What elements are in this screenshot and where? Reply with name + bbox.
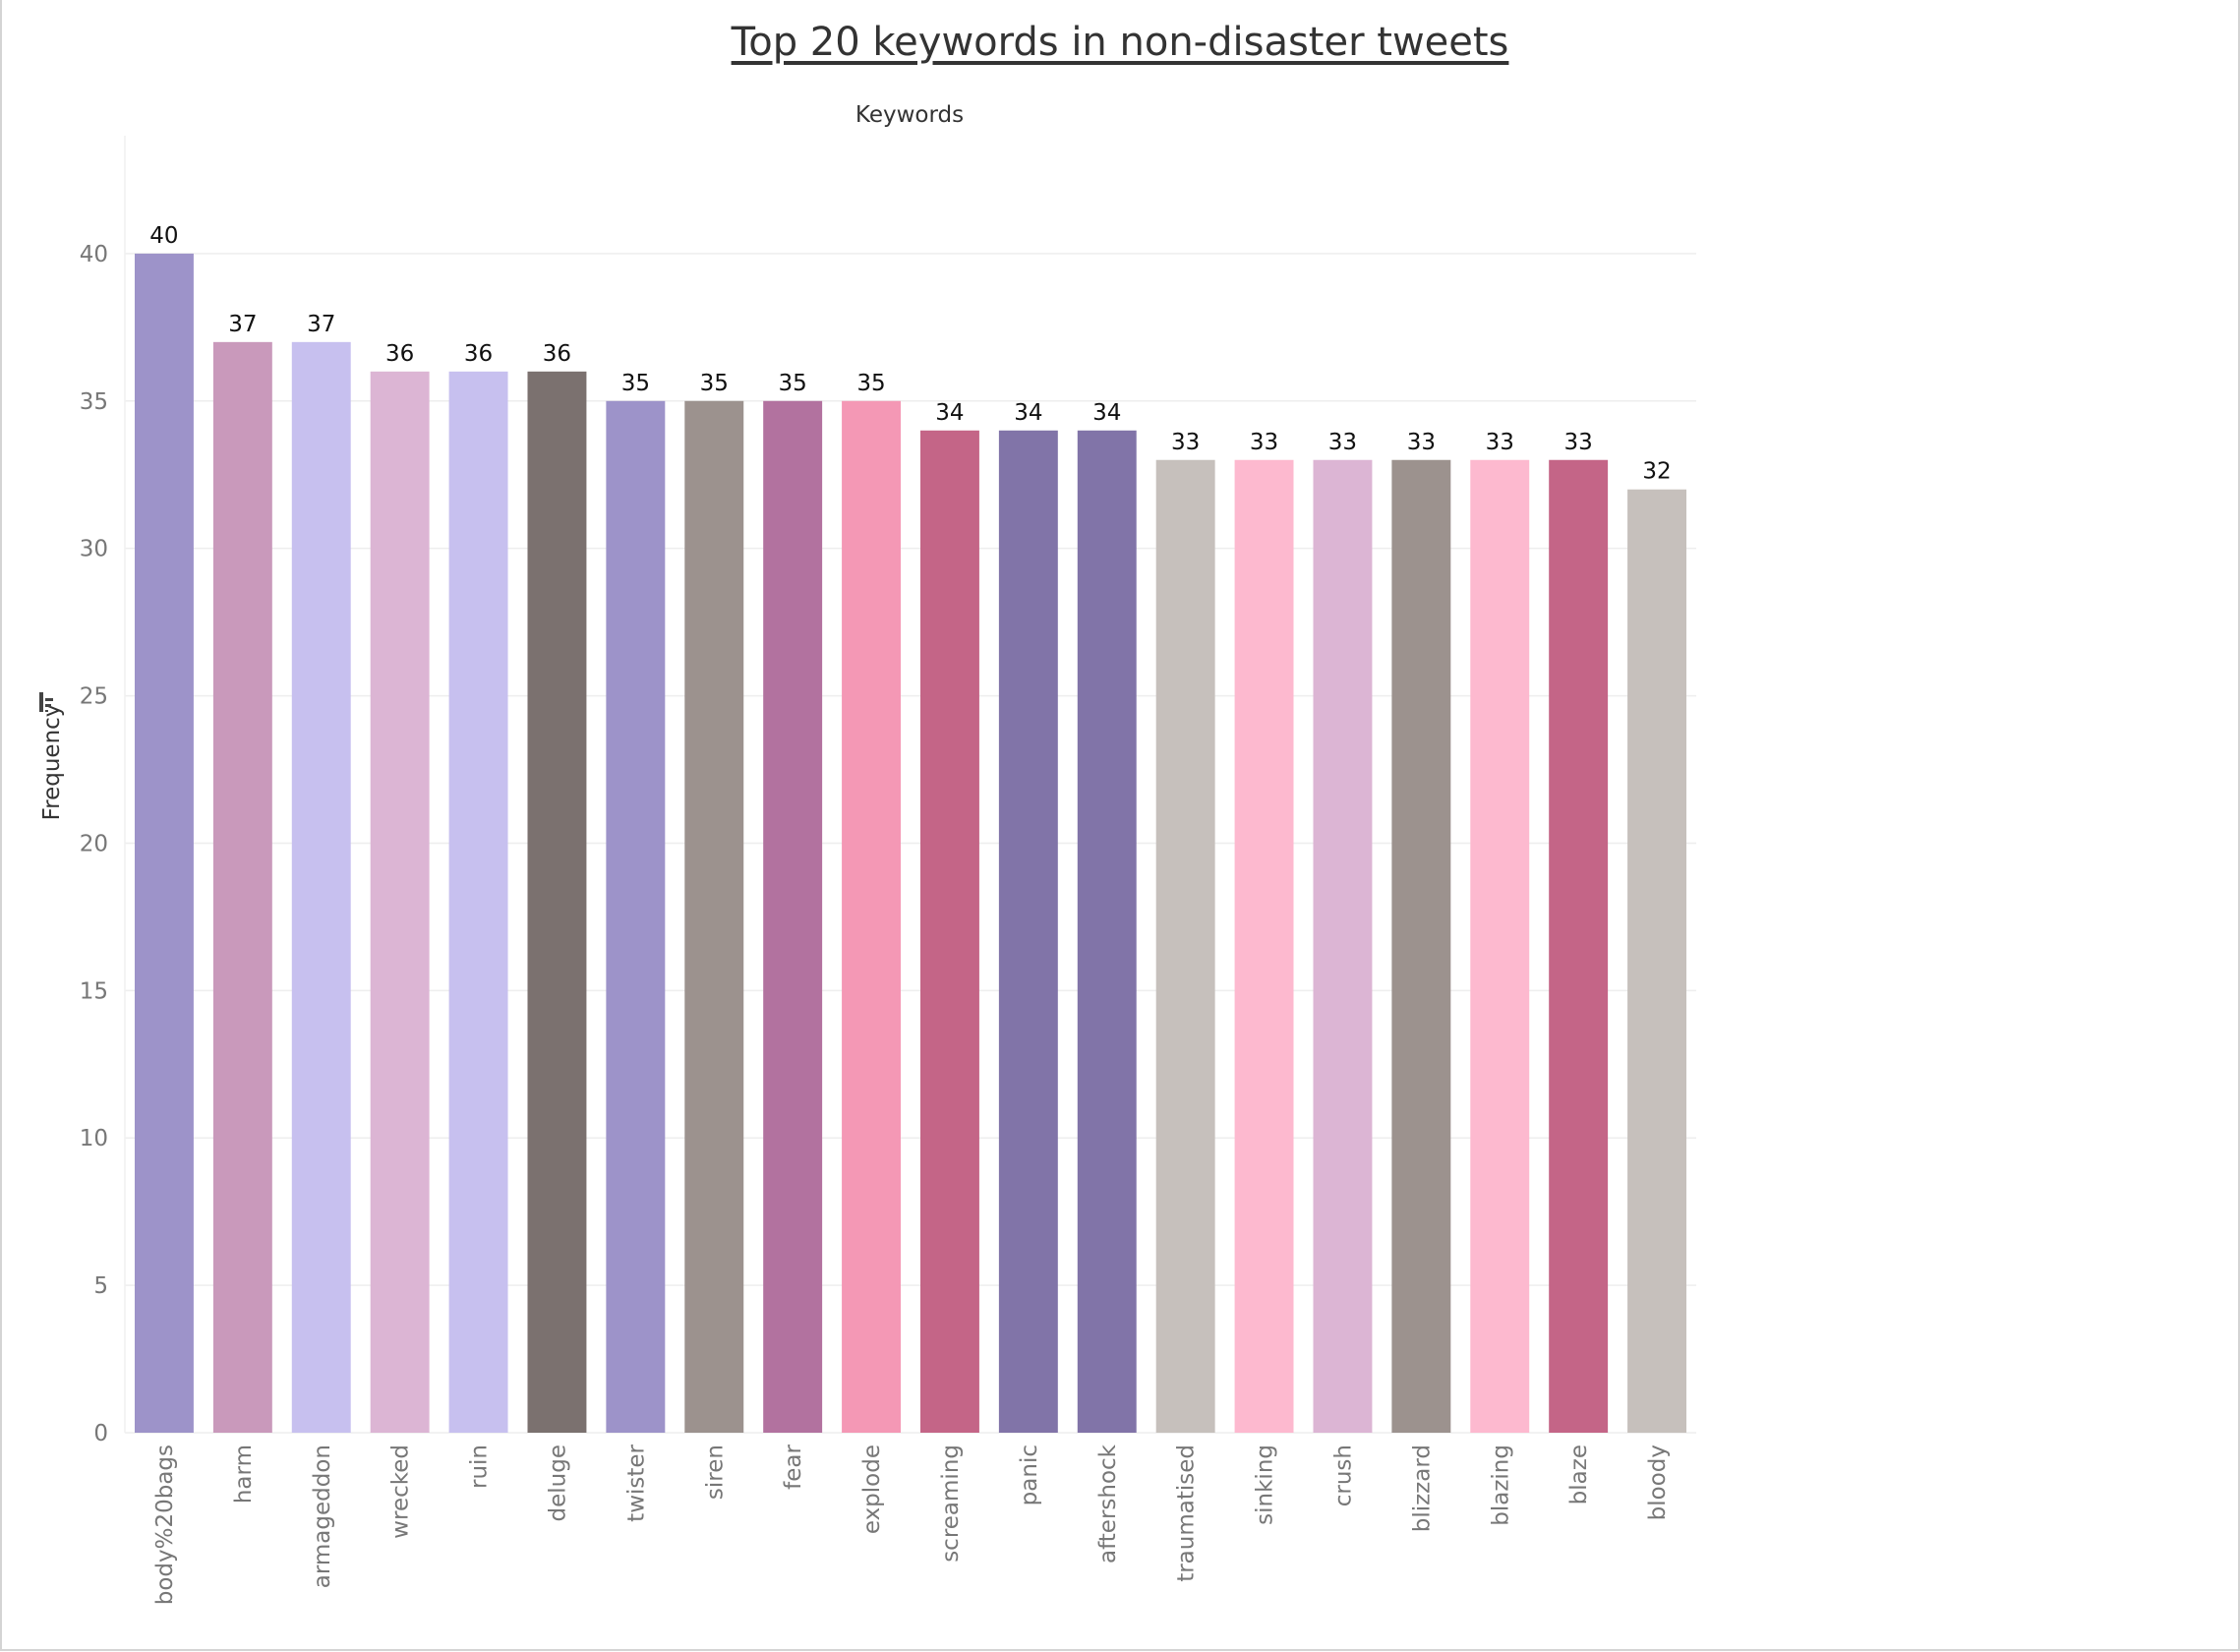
bar[interactable]: [763, 400, 823, 1434]
y-tick-label: 5: [93, 1273, 108, 1299]
x-tick-label: wrecked: [388, 1445, 414, 1539]
data-label: 37: [228, 312, 257, 337]
bar[interactable]: [1470, 459, 1530, 1433]
x-tick-label: explode: [859, 1445, 885, 1534]
bars: [134, 253, 1687, 1434]
data-label: 34: [1092, 400, 1121, 426]
x-tick-label: sinking: [1253, 1445, 1278, 1525]
data-label: 35: [621, 371, 650, 396]
x-tick-label: blizzard: [1409, 1445, 1435, 1532]
y-axis-title: Frequency: [39, 704, 65, 821]
bar[interactable]: [527, 371, 587, 1434]
data-label: 36: [385, 341, 414, 367]
x-tick-label: screaming: [938, 1445, 964, 1563]
x-tick-label: blaze: [1566, 1445, 1592, 1504]
data-label: 33: [1564, 430, 1593, 455]
bar[interactable]: [684, 400, 744, 1434]
y-tick-label: 20: [80, 831, 108, 856]
y-tick-label: 35: [80, 389, 108, 415]
x-tick-label: crush: [1330, 1445, 1356, 1506]
sort-descending-icon[interactable]: [39, 692, 53, 712]
data-label: 33: [1250, 430, 1278, 455]
y-tick-label: 15: [80, 978, 108, 1004]
x-tick-label: twister: [623, 1444, 649, 1521]
data-label: 36: [543, 341, 571, 367]
y-tick-label: 0: [93, 1421, 108, 1446]
x-tick-label: aftershock: [1095, 1444, 1121, 1564]
data-label: 36: [464, 341, 493, 367]
data-label: 33: [1171, 430, 1200, 455]
bar[interactable]: [1234, 459, 1294, 1433]
bar[interactable]: [1627, 489, 1687, 1433]
bar[interactable]: [370, 371, 430, 1434]
data-label: 32: [1642, 459, 1671, 485]
chart-title-text: Top 20 keywords in non-disaster tweets: [731, 20, 1509, 65]
y-tick-label: 40: [80, 242, 108, 267]
data-label: 35: [700, 371, 729, 396]
x-tick-label: ruin: [467, 1445, 493, 1489]
data-label: 37: [307, 312, 335, 337]
bar[interactable]: [842, 400, 902, 1434]
bar[interactable]: [291, 341, 351, 1433]
data-label: 34: [1014, 400, 1042, 426]
data-label: 33: [1486, 430, 1514, 455]
gridlines: [124, 136, 1696, 1434]
bar[interactable]: [998, 430, 1058, 1434]
data-label: 40: [149, 223, 178, 249]
bar[interactable]: [919, 430, 979, 1434]
x-tick-label: blazing: [1488, 1445, 1513, 1526]
x-tick-label: bloody: [1645, 1445, 1671, 1520]
x-axis-title: Keywords: [855, 102, 964, 128]
x-tick-label: traumatised: [1174, 1445, 1200, 1582]
x-tick-label: armageddon: [310, 1445, 335, 1588]
x-tick-label: panic: [1017, 1445, 1042, 1505]
x-tick-label: deluge: [545, 1445, 570, 1521]
data-label: 35: [856, 371, 885, 396]
y-tick-label: 10: [80, 1126, 108, 1151]
y-tick-label: 25: [80, 684, 108, 710]
x-tick-label: fear: [781, 1444, 806, 1489]
bar[interactable]: [1155, 459, 1215, 1433]
bar[interactable]: [1313, 459, 1373, 1433]
bar[interactable]: [212, 341, 272, 1433]
bar[interactable]: [1391, 459, 1451, 1433]
data-label: 33: [1328, 430, 1357, 455]
x-tick-label: harm: [231, 1445, 257, 1504]
labels: 0 5 10 15 20 25 30 35 40 40 body%20bags 37 harm 37 arm…: [80, 223, 1672, 1605]
bar[interactable]: [134, 253, 194, 1434]
bar[interactable]: [1077, 430, 1137, 1434]
bar[interactable]: [606, 400, 666, 1434]
y-tick-label: 30: [80, 537, 108, 562]
bar[interactable]: [448, 371, 508, 1434]
data-label: 35: [779, 371, 807, 396]
data-label: 33: [1407, 430, 1436, 455]
x-tick-label: siren: [702, 1445, 728, 1500]
x-tick-label: body%20bags: [152, 1445, 178, 1605]
chart-title: Top 20 keywords in non-disaster tweets: [0, 20, 2240, 65]
data-label: 34: [935, 400, 964, 426]
bar[interactable]: [1549, 459, 1609, 1433]
